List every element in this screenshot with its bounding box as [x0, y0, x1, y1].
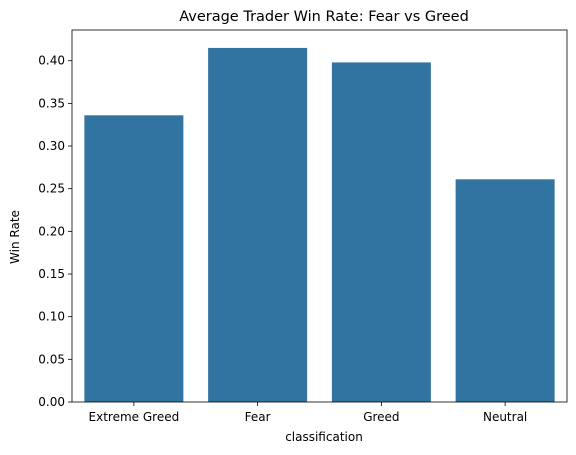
bar-greed — [331, 62, 431, 402]
x-axis-ticks: Extreme Greed Fear Greed Neutral — [89, 402, 527, 424]
x-tick-label: Extreme Greed — [89, 410, 180, 424]
y-tick-label: 0.15 — [38, 267, 65, 281]
bar-fear — [208, 47, 308, 403]
y-axis-ticks: 0.00 0.05 0.10 0.15 0.20 0.25 0.30 0.35 0.40 — [38, 54, 72, 409]
plot-frame — [71, 29, 568, 403]
x-tick-label: Greed — [363, 410, 399, 424]
y-tick-label: 0.30 — [38, 139, 65, 153]
chart-title: Average Trader Win Rate: Fear vs Greed — [179, 9, 469, 25]
y-tick-label: 0.05 — [38, 352, 65, 366]
y-tick-label: 0.20 — [38, 224, 65, 238]
x-tick-label: Neutral — [483, 410, 527, 424]
bar-extreme-greed — [84, 115, 184, 402]
y-tick-label: 0.10 — [38, 310, 65, 324]
x-axis-label: classification — [285, 430, 363, 444]
y-tick-label: 0.00 — [38, 395, 65, 409]
x-tick-label: Fear — [245, 410, 271, 424]
bars-group — [84, 47, 555, 403]
bar-neutral — [455, 179, 555, 402]
y-tick-label: 0.35 — [38, 96, 65, 110]
y-tick-label: 0.25 — [38, 182, 65, 196]
y-tick-label: 0.40 — [38, 54, 65, 68]
y-axis-label: Win Rate — [8, 210, 22, 264]
